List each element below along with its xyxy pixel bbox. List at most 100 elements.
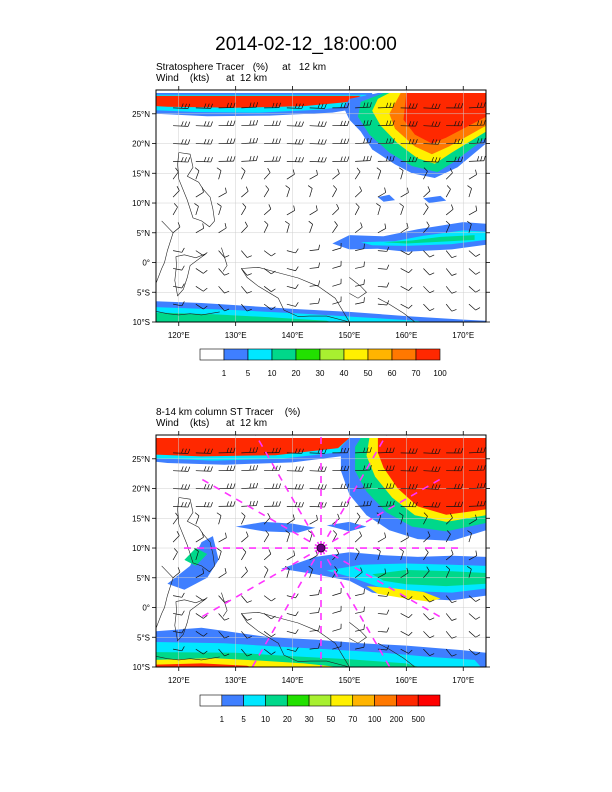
- track-ray: [254, 435, 322, 549]
- wind-barb: [263, 204, 272, 216]
- wind-barb: [445, 204, 454, 216]
- wind-barb: [423, 484, 441, 490]
- panel1-field: [156, 90, 486, 322]
- wind-barb: [264, 501, 281, 507]
- wind-barb: [332, 260, 342, 269]
- wind-barb: [400, 630, 413, 636]
- wind-barb: [195, 187, 204, 198]
- wind-barb: [218, 465, 236, 472]
- wind-barb: [241, 631, 252, 639]
- y-tick-label: 10°S: [133, 663, 150, 672]
- wind-barb: [468, 500, 486, 507]
- wind-barb: [376, 203, 381, 216]
- wind-barb: [173, 247, 185, 253]
- coast-new-britain: [349, 622, 367, 644]
- wind-barb: [218, 631, 230, 639]
- colorbar-swatch: [343, 348, 369, 361]
- wind-barb: [355, 155, 372, 162]
- wind-barb: [332, 447, 350, 454]
- wind-barb: [173, 484, 191, 490]
- colorbar-label: 70: [412, 369, 421, 378]
- colorbar-swatch: [199, 348, 225, 361]
- wind-barb: [468, 447, 486, 454]
- wind-barb: [468, 250, 481, 257]
- wind-barb: [355, 279, 365, 287]
- wind-barb: [241, 155, 259, 162]
- wind-barb: [467, 566, 472, 578]
- wind-barb: [286, 169, 295, 180]
- wind-barb: [468, 120, 486, 127]
- coast-halmahera: [221, 247, 228, 272]
- wind-barb: [194, 548, 199, 561]
- panel2-group: 120°E 130°E 140°E 150°E 160°E 170°E25°N20°N15…: [132, 431, 490, 724]
- blob-2: [326, 521, 367, 532]
- wind-barb: [286, 647, 299, 652]
- wind-barb: [173, 466, 191, 472]
- wind-barb: [354, 167, 361, 180]
- ne-intrusion-red: [403, 93, 486, 144]
- panel1-title-line1: Stratosphere Tracer (%) at 12 km: [156, 62, 327, 73]
- y-tick-label: 5°S: [137, 288, 150, 297]
- wind-barb: [241, 102, 259, 109]
- wind-barb: [400, 285, 413, 291]
- wind-barb: [423, 631, 435, 639]
- wind-barb: [263, 303, 276, 310]
- wind-barb: [218, 187, 227, 198]
- wind-barb: [332, 168, 340, 180]
- wind-barb: [423, 502, 441, 508]
- wind-barb: [309, 169, 318, 180]
- north-band-red: [156, 438, 350, 457]
- wind-barb: [264, 465, 281, 472]
- wind-barb: [355, 137, 372, 144]
- coast-new-guinea: [241, 266, 350, 322]
- wind-barb: [400, 595, 413, 601]
- storm-center-dot: [316, 543, 326, 553]
- track-ray: [251, 547, 322, 667]
- colorbar-swatch: [417, 694, 441, 707]
- wind-barb: [468, 482, 486, 489]
- wind-barb: [195, 103, 213, 109]
- wind-barb: [400, 303, 413, 309]
- wind-barb: [377, 156, 395, 162]
- wind-barb: [195, 613, 208, 619]
- wind-barb: [400, 121, 418, 127]
- wind-barb: [195, 286, 208, 292]
- wind-barb: [468, 169, 477, 180]
- wind-barb: [355, 606, 365, 614]
- coast-solomons: [377, 297, 416, 322]
- wind-barb: [332, 483, 350, 489]
- track-ray: [320, 547, 443, 619]
- wind-barb: [423, 512, 428, 525]
- track-ray: [320, 547, 391, 667]
- wind-barb: [377, 483, 395, 489]
- wind-barb: [286, 484, 304, 490]
- panel1-group: 120°E 130°E 140°E 150°E 160°E 170°E25°N20°N15…: [132, 86, 490, 378]
- wind-barb: [377, 591, 390, 597]
- colorbar-swatch: [319, 348, 345, 361]
- wind-barb: [194, 512, 200, 525]
- colorbar-label: 100: [368, 715, 382, 724]
- wind-barb: [354, 222, 363, 234]
- wind-barb: [195, 568, 205, 579]
- wind-barb: [263, 613, 276, 620]
- wind-barb: [423, 221, 430, 233]
- wind-barb: [377, 645, 390, 651]
- wind-barb: [354, 567, 363, 579]
- wind-barb: [286, 514, 295, 525]
- blob-2: [423, 195, 447, 203]
- colorbar-swatch: [308, 694, 332, 707]
- wind-barb: [468, 102, 486, 109]
- x-tick-label: 120°E: [168, 676, 190, 685]
- wind-barb: [446, 501, 464, 507]
- coast-borneo: [156, 565, 174, 629]
- wind-barb: [286, 611, 299, 617]
- coast-philippines: [177, 152, 215, 228]
- wind-barb: [377, 568, 387, 579]
- x-tick-label: 170°E: [452, 331, 474, 340]
- wind-barb: [263, 631, 276, 638]
- wind-barb: [263, 530, 270, 543]
- wind-barb: [467, 221, 472, 233]
- wind-barb: [195, 121, 213, 127]
- wind-barb: [355, 261, 365, 269]
- y-tick-label: 20°N: [132, 485, 150, 494]
